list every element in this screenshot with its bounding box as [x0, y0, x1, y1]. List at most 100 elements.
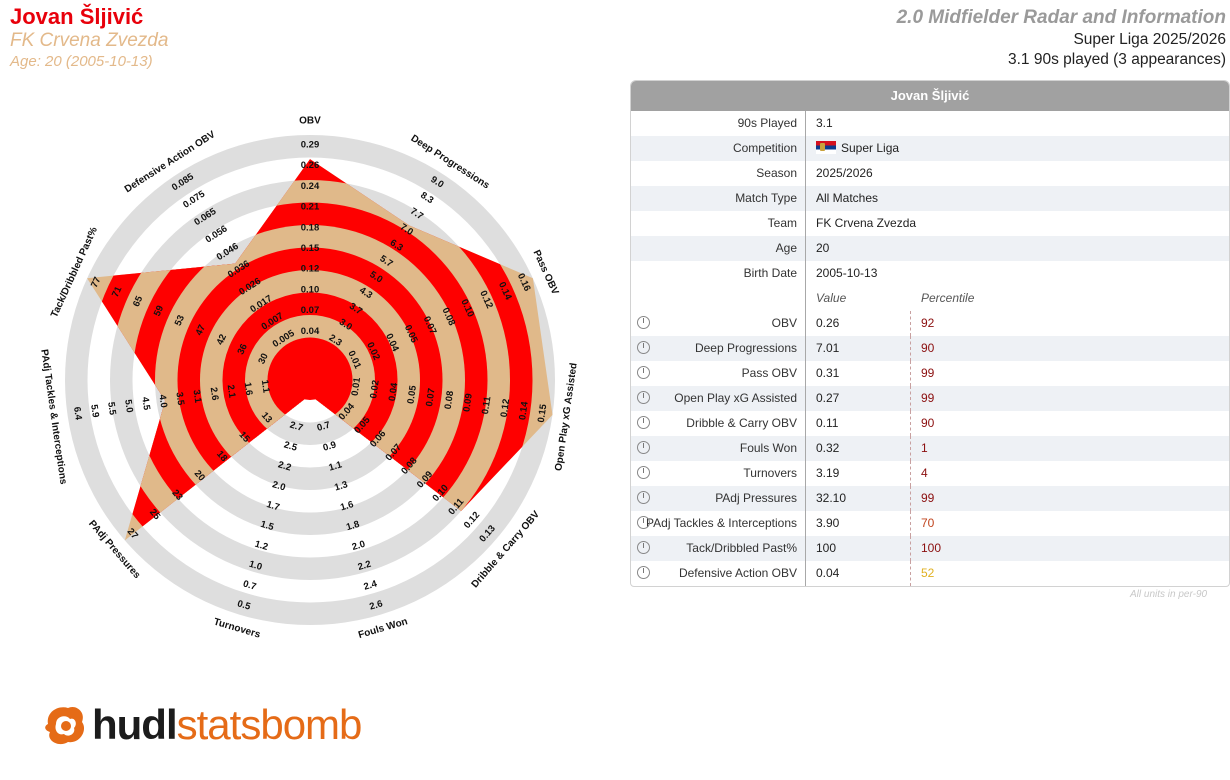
- logo-text-statsbomb: statsbomb: [176, 701, 363, 748]
- metric-percentile: 70: [921, 516, 935, 530]
- metric-percentile: 52: [921, 566, 935, 580]
- radar-tick-label: 0.07: [301, 305, 320, 316]
- hudl-statsbomb-logo: hudl statsbomb: [42, 700, 363, 750]
- metric-label: Open Play xG Assisted: [631, 386, 806, 411]
- radar-tick-label: 1.8: [345, 519, 361, 533]
- metric-percentile: 90: [921, 341, 935, 355]
- radar-tick-label: 1.1: [259, 379, 272, 394]
- metric-value: 3.90: [806, 511, 911, 536]
- metric-label-text: Turnovers: [743, 466, 797, 480]
- gauge-icon: [637, 516, 650, 529]
- metric-value: 0.26: [806, 311, 911, 336]
- metric-label-text: Defensive Action OBV: [678, 566, 797, 580]
- subheader-label: [631, 286, 806, 311]
- units-footnote: All units in per-90: [1130, 589, 1208, 600]
- info-label: Age: [631, 236, 806, 261]
- logo-text-hudl: hudl: [92, 701, 178, 748]
- header-right: 2.0 Midfielder Radar and Information Sup…: [897, 6, 1226, 70]
- metric-value: 0.11: [806, 411, 911, 436]
- metric-row: Dribble & Carry OBV 0.11 90: [631, 411, 1229, 436]
- radar-tick-label: 2.7: [288, 420, 304, 434]
- serbia-flag-icon: [816, 141, 836, 154]
- metric-label-text: PAdj Tackles & Interceptions: [646, 516, 797, 530]
- radar-tick-label: 2.4: [363, 578, 379, 592]
- value-header: Value: [816, 291, 847, 305]
- info-value-text: 2005-10-13: [816, 266, 878, 280]
- info-value: 2005-10-13: [806, 261, 1229, 286]
- radar-tick-label: 71: [110, 284, 125, 299]
- info-label: Competition: [631, 136, 806, 161]
- info-value-text: 3.1: [816, 116, 833, 130]
- info-value: Super Liga: [806, 136, 1229, 161]
- radar-axis-label: PAdj Tackles & Interceptions: [38, 349, 68, 486]
- radar-tick-label: 3.5: [173, 391, 186, 406]
- radar-tick-label: 1.1: [328, 459, 344, 473]
- metric-value: 3.19: [806, 461, 911, 486]
- radar-tick-label: 4.5: [139, 396, 152, 411]
- percentile-header: Percentile: [921, 291, 975, 305]
- metric-value: 7.01: [806, 336, 911, 361]
- metric-value: 100: [806, 536, 911, 561]
- metric-label-text: Fouls Won: [739, 441, 797, 455]
- metric-row: Open Play xG Assisted 0.27 99: [631, 386, 1229, 411]
- radar-tick-label: 0.09: [461, 393, 475, 413]
- metric-percentile: 99: [921, 366, 935, 380]
- radar-tick-label: 65: [131, 294, 146, 309]
- radar-tick-label: 77: [89, 275, 103, 289]
- radar-tick-label: 2.0: [351, 539, 367, 553]
- metric-label: OBV: [631, 311, 806, 336]
- radar-tick-label: 0.18: [301, 222, 320, 233]
- info-value: All Matches: [806, 186, 1229, 211]
- player-name: Jovan Šljivić: [10, 4, 144, 29]
- radar-tick-label: 2.6: [208, 386, 221, 401]
- gauge-icon: [637, 491, 650, 504]
- radar-tick-label: 0.15: [536, 403, 550, 424]
- radar-tick-label: 2.5: [283, 439, 299, 453]
- team-name: FK Crvena Zvezda: [10, 30, 169, 51]
- gauge-icon: [637, 441, 650, 454]
- metric-subheader: Value Percentile: [631, 286, 1229, 311]
- info-label: Team: [631, 211, 806, 236]
- radar-tick-label: 1.5: [259, 519, 275, 533]
- info-label: 90s Played: [631, 111, 806, 136]
- info-row: Team FK Crvena Zvezda: [631, 211, 1229, 236]
- gauge-icon: [637, 566, 650, 579]
- info-row: Competition Super Liga: [631, 136, 1229, 161]
- radar-tick-label: 0.12: [301, 264, 320, 275]
- metric-label: PAdj Pressures: [631, 486, 806, 511]
- metric-row: PAdj Pressures 32.10 99: [631, 486, 1229, 511]
- metric-label: Turnovers: [631, 461, 806, 486]
- radar-tick-label: 1.0: [248, 559, 264, 573]
- metric-row: Defensive Action OBV 0.04 52: [631, 561, 1229, 586]
- metric-percentile: 99: [921, 491, 935, 505]
- metric-value: 0.32: [806, 436, 911, 461]
- metric-percentile: 99: [921, 391, 935, 405]
- radar-tick-label: 1.3: [333, 479, 349, 493]
- table-title: Jovan Šljivić: [631, 81, 1229, 111]
- radar-tick-label: 0.26: [301, 160, 320, 171]
- info-value: 3.1: [806, 111, 1229, 136]
- metric-label: Tack/Dribbled Past%: [631, 536, 806, 561]
- info-label: Match Type: [631, 186, 806, 211]
- gauge-icon: [637, 391, 650, 404]
- radar-tick-label: 0.04: [387, 381, 401, 402]
- radar-tick-label: 0.9: [322, 439, 338, 453]
- info-value-text: Super Liga: [841, 141, 900, 155]
- info-row: Birth Date 2005-10-13: [631, 261, 1229, 286]
- info-label: Birth Date: [631, 261, 806, 286]
- radar-tick-label: 5.9: [88, 404, 101, 419]
- info-value-text: 2025/2026: [816, 166, 873, 180]
- metric-label-text: Tack/Dribbled Past%: [686, 541, 797, 555]
- info-value-text: All Matches: [816, 191, 879, 205]
- metric-value: 0.31: [806, 361, 911, 386]
- radar-tick-label: 6.4: [71, 406, 84, 421]
- info-row: 90s Played 3.1: [631, 111, 1229, 136]
- metric-label: Deep Progressions: [631, 336, 806, 361]
- radar-tick-label: 0.01: [350, 376, 364, 397]
- report-title: 2.0 Midfielder Radar and Information: [896, 7, 1226, 28]
- metric-percentile: 1: [921, 441, 928, 455]
- radar-core: [290, 360, 330, 400]
- radar-tick-label: 47: [194, 323, 208, 337]
- radar-tick-label: 2.1: [225, 384, 238, 399]
- gauge-icon: [637, 341, 650, 354]
